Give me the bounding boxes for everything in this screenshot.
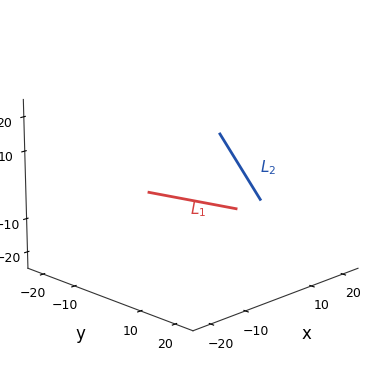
X-axis label: x: x — [301, 325, 311, 343]
Y-axis label: y: y — [75, 325, 85, 343]
